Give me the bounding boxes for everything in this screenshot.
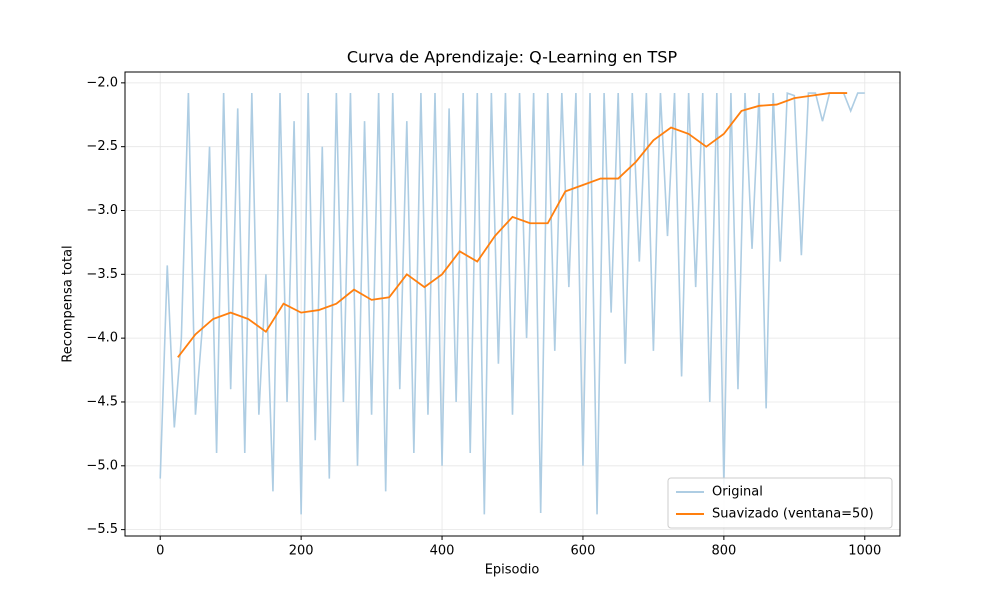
y-tick-label: −3.5 [86,267,118,282]
legend-label: Original [712,485,763,500]
y-tick-label: −4.0 [86,331,118,346]
series-line [159,91,865,515]
x-tick-label: 0 [156,544,164,559]
x-tick-label: 1000 [848,544,881,559]
legend-box [667,477,893,529]
x-axis-label: Episodio [485,563,540,578]
chart-title: Curva de Aprendizaje: Q-Learning en TSP [347,48,678,67]
y-tick-label: −2.0 [86,75,118,90]
y-tick-label: −5.0 [86,458,118,473]
x-tick-label: 200 [289,544,314,559]
legend-label: Suavizado (ventana=50) [712,507,874,522]
y-tick-label: −2.5 [86,139,118,154]
x-tick-label: 800 [711,544,736,559]
y-tick-label: −5.5 [86,522,118,537]
series-line [177,92,848,358]
y-tick-label: −3.0 [86,203,118,218]
axes-frame [124,71,901,537]
x-tick-label: 600 [571,544,596,559]
x-tick-label: 400 [430,544,455,559]
y-tick-label: −4.5 [86,394,118,409]
legend: Original Suavizado (ventana=50) [667,477,893,529]
y-axis-label: Recompensa total [61,245,76,362]
